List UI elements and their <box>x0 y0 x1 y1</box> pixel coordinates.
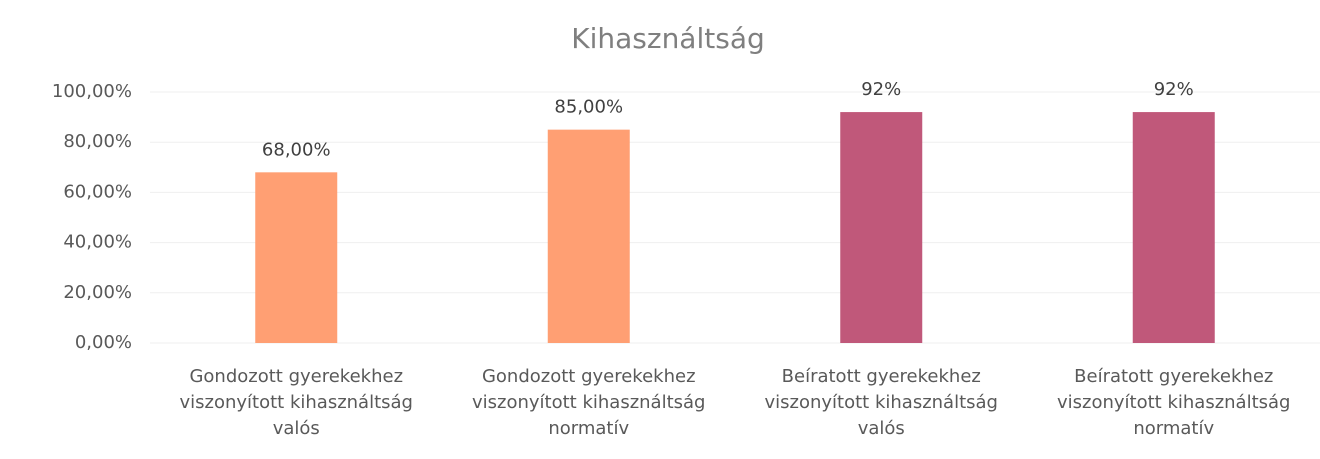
label-line: normatív <box>1133 418 1214 439</box>
label-line: viszonyított kihasználtság <box>180 392 413 413</box>
value-label: 68,00% <box>262 139 331 160</box>
chart-title: Kihasználtság <box>571 22 765 55</box>
bar <box>255 172 338 343</box>
label-line: viszonyított kihasználtság <box>1057 392 1290 413</box>
y-tick-label: 60,00% <box>63 181 132 202</box>
label-line: viszonyított kihasználtság <box>472 392 705 413</box>
value-label: 92% <box>861 79 901 100</box>
label-line: Gondozott gyerekekhez <box>482 366 696 387</box>
x-tick-label: Gondozott gyerekekhez viszonyított kihasz… <box>180 366 413 439</box>
label-line: valós <box>273 418 320 439</box>
label-line: Beíratott gyerekekhez <box>1074 366 1273 387</box>
y-tick-label: 20,00% <box>63 282 132 303</box>
bar <box>547 129 630 343</box>
label-line: normatív <box>548 418 629 439</box>
x-tick-label: Beíratott gyerekekhez viszonyított kihasz… <box>1057 366 1290 439</box>
label-line: viszonyított kihasználtság <box>765 392 998 413</box>
value-label: 85,00% <box>554 97 623 118</box>
value-label: 92% <box>1154 79 1194 100</box>
y-tick-label: 100,00% <box>52 81 132 102</box>
y-tick-label: 80,00% <box>63 131 132 152</box>
bar <box>1132 112 1215 343</box>
bar <box>840 112 923 343</box>
x-tick-label: Gondozott gyerekekhez viszonyított kihasz… <box>472 366 705 439</box>
label-line: Beíratott gyerekekhez <box>782 366 981 387</box>
y-tick-label: 0,00% <box>75 332 132 353</box>
y-tick-label: 40,00% <box>63 232 132 253</box>
label-line: valós <box>858 418 905 439</box>
x-tick-label: Beíratott gyerekekhez viszonyított kihasz… <box>765 366 998 439</box>
label-line: Gondozott gyerekekhez <box>189 366 403 387</box>
